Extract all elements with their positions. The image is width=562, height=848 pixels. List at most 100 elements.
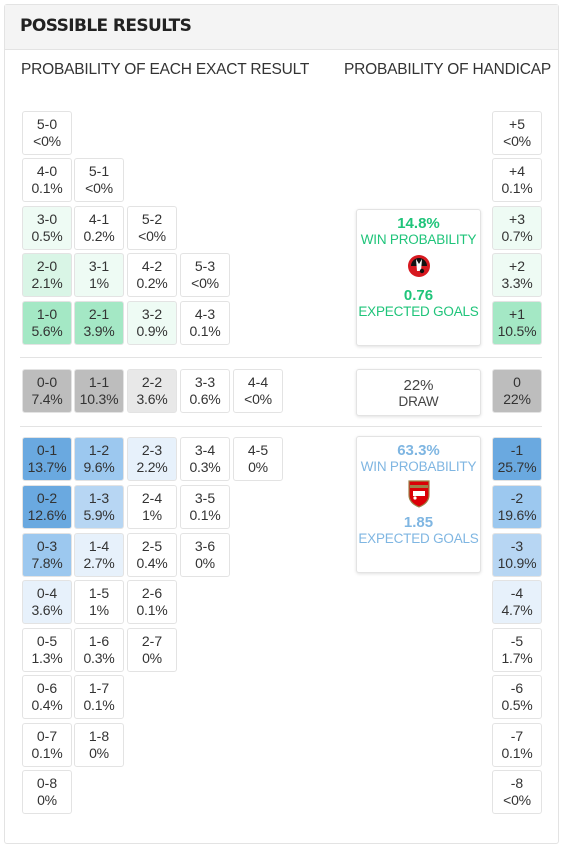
score-cell-3-0-label: 3-0 [36,211,58,227]
score-cell-3-6: 3-6 0% [180,533,230,577]
score-cell-2-2-label: 2-2 [141,374,163,390]
away-expected-goals: 1.85 [403,514,434,531]
handicap-cell--2: -2 19.6% [492,485,542,529]
score-cell-4-1: 4-1 0.2% [74,206,124,250]
score-cell-1-4-probability: 2.7% [83,555,115,571]
handicap-cell-+1: +1 10.5% [492,301,542,345]
handicap-cell--6-probability: 0.5% [501,697,533,713]
panel-header: POSSIBLE RESULTS [5,5,558,50]
panel-title: POSSIBLE RESULTS [20,16,192,36]
away-win-probability: 63.3% [397,442,440,459]
score-cell-1-2-probability: 9.6% [83,459,115,475]
score-cell-4-2: 4-2 0.2% [127,253,177,297]
score-cell-1-6: 1-6 0.3% [74,628,124,672]
handicap-cell--4-label: -4 [510,585,524,601]
handicap-cell--3-label: -3 [510,538,524,554]
score-cell-0-0: 0-0 7.4% [22,369,72,413]
handicap-cell--1-probability: 25.7% [497,459,537,475]
score-cell-2-4-probability: 1% [142,507,162,523]
draw-card: 22% DRAW [356,369,481,416]
score-cell-2-4-label: 2-4 [141,490,163,506]
arsenal-crest-icon [407,480,430,508]
home-expected-goals: 0.76 [403,287,434,304]
handicap-cell-+2-probability: 3.3% [501,275,533,291]
score-cell-3-2: 3-2 0.9% [127,301,177,345]
score-cell-2-2-probability: 3.6% [136,391,168,407]
handicap-cell-+2-label: +2 [509,258,525,274]
score-cell-2-3-probability: 2.2% [136,459,168,475]
score-cell-4-4-probability: <0% [244,391,272,407]
handicap-cell--5: -5 1.7% [492,628,542,672]
score-cell-4-1-label: 4-1 [88,211,110,227]
score-cell-0-2-probability: 12.6% [27,507,67,523]
handicap-cell--8-label: -8 [510,775,524,791]
score-cell-0-8-label: 0-8 [36,775,58,791]
score-cell-5-0-label: 5-0 [36,116,58,132]
handicap-cell--3: -3 10.9% [492,533,542,577]
score-cell-4-5-probability: 0% [248,459,268,475]
home-win-label: WIN PROBABILITY [360,232,477,247]
handicap-cell-+1-probability: 10.5% [497,323,537,339]
score-cell-1-8-label: 1-8 [88,728,110,744]
score-cell-4-1-probability: 0.2% [83,228,115,244]
handicap-cell--8-probability: <0% [503,792,531,808]
handicap-cell-0-label: 0 [513,374,521,390]
score-cell-5-1-probability: <0% [85,180,113,196]
score-cell-2-0: 2-0 2.1% [22,253,72,297]
score-cell-1-0: 1-0 5.6% [22,301,72,345]
score-cell-2-6-probability: 0.1% [136,602,168,618]
score-cell-4-0: 4-0 0.1% [22,158,72,202]
handicap-cell--1: -1 25.7% [492,437,542,481]
score-cell-4-3: 4-3 0.1% [180,301,230,345]
score-cell-2-0-label: 2-0 [36,258,58,274]
handicap-cell-+4-label: +4 [509,163,525,179]
score-cell-0-7-label: 0-7 [36,728,58,744]
handicap-cell-+4-probability: 0.1% [501,180,533,196]
score-cell-0-3-probability: 7.8% [31,555,63,571]
score-cell-4-5-label: 4-5 [247,442,269,458]
score-cell-0-3-label: 0-3 [36,538,58,554]
score-cell-4-2-label: 4-2 [141,258,163,274]
handicap-cell--4: -4 4.7% [492,580,542,624]
score-cell-1-0-probability: 5.6% [31,323,63,339]
score-cell-1-7-probability: 0.1% [83,697,115,713]
score-cell-0-6-probability: 0.4% [31,697,63,713]
score-cell-5-0: 5-0 <0% [22,111,72,155]
score-cell-1-7-label: 1-7 [88,680,110,696]
score-cell-1-6-label: 1-6 [88,633,110,649]
score-cell-3-0: 3-0 0.5% [22,206,72,250]
handicap-cell--7: -7 0.1% [492,723,542,767]
score-cell-5-3: 5-3 <0% [180,253,230,297]
score-cell-4-3-label: 4-3 [194,306,216,322]
handicap-cell--4-probability: 4.7% [501,602,533,618]
score-cell-0-2-label: 0-2 [36,490,58,506]
handicap-cell--7-label: -7 [510,728,524,744]
handicap-cell-+1-label: +1 [509,306,525,322]
handicap-cell-0: 0 22% [492,369,542,413]
score-cell-2-2: 2-2 3.6% [127,369,177,413]
score-cell-4-3-probability: 0.1% [189,323,221,339]
score-cell-2-7-probability: 0% [142,650,162,666]
score-cell-0-1: 0-1 13.7% [22,437,72,481]
score-cell-0-7-probability: 0.1% [31,745,63,761]
handicap-heading: PROBABILITY OF HANDICAP [344,61,551,78]
score-cell-0-4-probability: 3.6% [31,602,63,618]
score-cell-2-7-label: 2-7 [141,633,163,649]
away-win-label: WIN PROBABILITY [360,459,477,474]
handicap-cell-+5-label: +5 [509,116,525,132]
score-cell-1-4-label: 1-4 [88,538,110,554]
score-cell-2-5-probability: 0.4% [136,555,168,571]
handicap-cell-+4: +4 0.1% [492,158,542,202]
score-cell-5-3-probability: <0% [191,275,219,291]
divider-draw-away [20,426,542,427]
handicap-cell--5-probability: 1.7% [501,650,533,666]
home-xg-label: EXPECTED GOALS [358,304,479,319]
handicap-cell-+5: +5 <0% [492,111,542,155]
draw-label: DRAW [398,393,439,409]
handicap-cell--6-label: -6 [510,680,524,696]
score-cell-1-1: 1-1 10.3% [74,369,124,413]
score-cell-4-5: 4-5 0% [233,437,283,481]
handicap-cell--7-probability: 0.1% [501,745,533,761]
score-cell-3-5: 3-5 0.1% [180,485,230,529]
score-cell-2-6: 2-6 0.1% [127,580,177,624]
